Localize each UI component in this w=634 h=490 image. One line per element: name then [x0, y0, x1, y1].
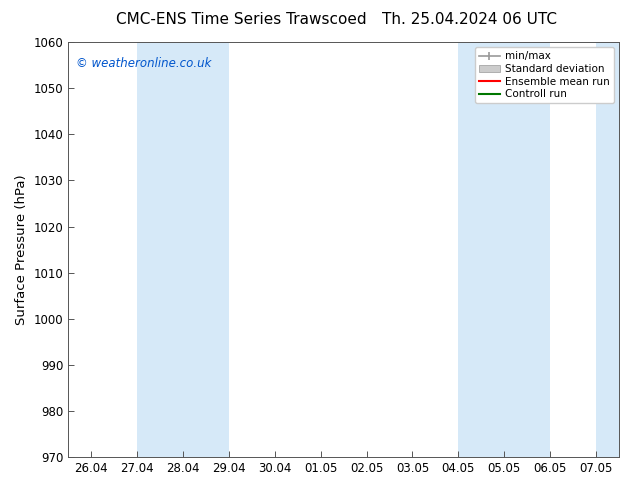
Legend: min/max, Standard deviation, Ensemble mean run, Controll run: min/max, Standard deviation, Ensemble me…	[475, 47, 614, 103]
Text: © weatheronline.co.uk: © weatheronline.co.uk	[77, 56, 212, 70]
Bar	[137, 42, 183, 457]
Text: Th. 25.04.2024 06 UTC: Th. 25.04.2024 06 UTC	[382, 12, 557, 27]
Bar	[504, 42, 550, 457]
Text: CMC-ENS Time Series Trawscoed: CMC-ENS Time Series Trawscoed	[115, 12, 366, 27]
Bar	[458, 42, 504, 457]
Y-axis label: Surface Pressure (hPa): Surface Pressure (hPa)	[15, 174, 28, 325]
Bar	[183, 42, 229, 457]
Bar	[596, 42, 619, 457]
